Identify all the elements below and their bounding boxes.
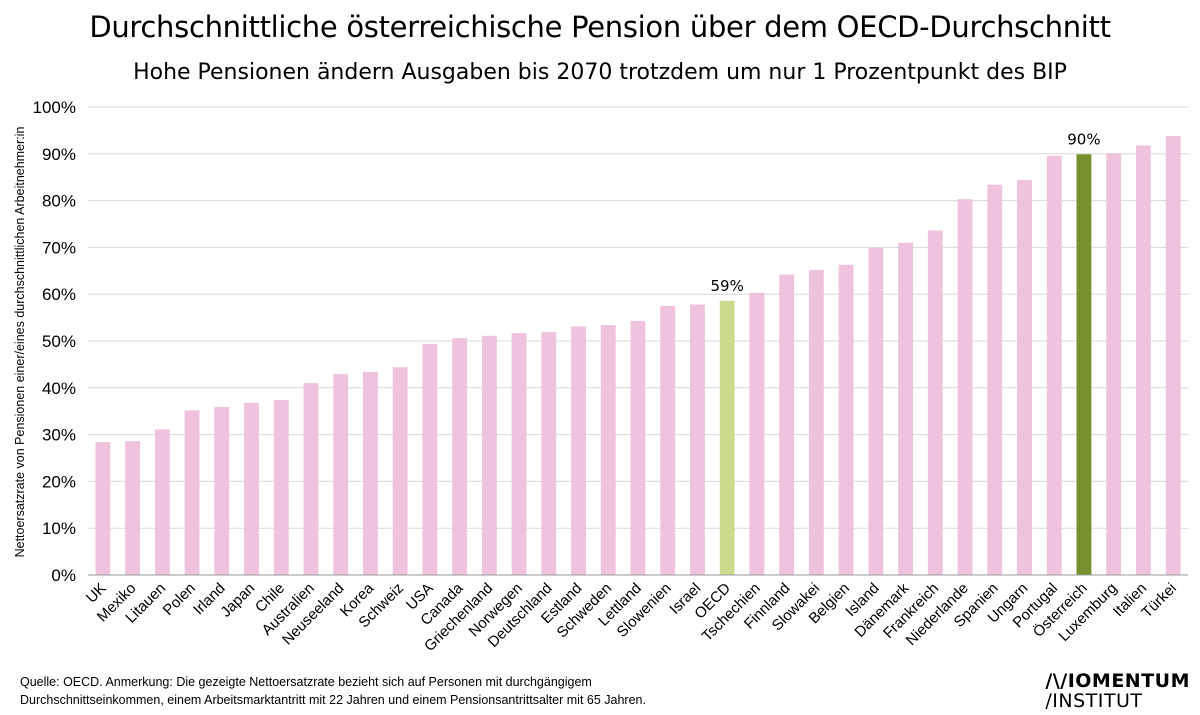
- bar-Chile: [273, 399, 289, 575]
- bar-Israel: [690, 304, 705, 575]
- bar-Ungarn: [1017, 180, 1032, 575]
- bar-Mexiko: [125, 441, 141, 575]
- bar-Schweden: [600, 325, 616, 575]
- y-tick-label: 70%: [42, 238, 76, 257]
- bar-Slowenien: [660, 305, 676, 575]
- bar-Japan: [244, 402, 259, 575]
- bar-Polen: [184, 410, 200, 575]
- x-tick-label: Türkei: [1138, 580, 1179, 621]
- bar-Slowakei: [808, 269, 824, 575]
- bar-Belgien: [838, 264, 854, 575]
- bar-Canada: [452, 338, 468, 575]
- source-note-line-1: Quelle: OECD. Anmerkung: Die gezeigte Ne…: [20, 675, 592, 689]
- bar-Türkei: [1165, 136, 1181, 576]
- source-note: Quelle: OECD. Anmerkung: Die gezeigte Ne…: [20, 673, 646, 709]
- data-label-OECD: 59%: [711, 277, 744, 295]
- bar-Österreich: [1076, 154, 1092, 575]
- y-tick-label: 50%: [42, 332, 76, 351]
- bar-Portugal: [1046, 155, 1062, 575]
- chart-title: Durchschnittliche österreichische Pensio…: [89, 10, 1111, 44]
- logo-line-2: /INSTITUT: [1045, 690, 1143, 712]
- bar-Frankreich: [927, 230, 943, 575]
- bar-Island: [868, 247, 884, 576]
- y-tick-label: 40%: [42, 379, 76, 398]
- bar-Litauen: [154, 429, 170, 575]
- bar-Neuseeland: [333, 374, 349, 575]
- bar-UK: [95, 442, 111, 575]
- bar-Finnland: [779, 274, 795, 575]
- bar-Luxemburg: [1106, 153, 1122, 575]
- bar-USA: [422, 343, 438, 575]
- y-tick-label: 30%: [42, 426, 76, 445]
- momentum-institut-logo: /\/IOMENTUM /INSTITUT: [1045, 671, 1190, 711]
- y-tick-label: 80%: [42, 192, 76, 211]
- y-tick-label: 60%: [42, 285, 76, 304]
- bar-chart: 0%10%20%30%40%50%60%70%80%90%100%UKMexik…: [33, 98, 1188, 655]
- bar-Lettland: [630, 320, 646, 575]
- logo-line-1: /\/IOMENTUM: [1045, 670, 1190, 692]
- y-tick-label: 20%: [42, 472, 76, 491]
- y-tick-label: 90%: [42, 145, 76, 164]
- x-tick-label: Japan: [217, 580, 258, 621]
- y-tick-label: 10%: [42, 519, 76, 538]
- chart-subtitle: Hohe Pensionen ändern Ausgaben bis 2070 …: [133, 60, 1067, 85]
- bar-Italien: [1135, 145, 1151, 575]
- bar-Tschechien: [749, 292, 765, 575]
- bar-Australien: [303, 383, 319, 575]
- bar-Norwegen: [511, 333, 527, 575]
- y-tick-label: 100%: [33, 98, 76, 117]
- bar-Niederlande: [957, 199, 973, 576]
- bar-Schweiz: [392, 367, 408, 575]
- bar-Korea: [363, 371, 378, 575]
- data-label-Österreich: 90%: [1067, 130, 1100, 148]
- bar-Spanien: [987, 184, 1003, 576]
- bar-OECD: [719, 300, 735, 575]
- source-note-line-2: Durchschnittseinkommen, einem Arbeitsmar…: [20, 693, 646, 707]
- bar-Irland: [214, 406, 230, 575]
- bar-Deutschland: [541, 332, 557, 575]
- bar-Griechenland: [481, 335, 497, 575]
- bar-Estland: [571, 326, 586, 575]
- x-tick-label: Polen: [160, 580, 199, 619]
- bar-Dänemark: [898, 242, 913, 575]
- y-tick-label: 0%: [51, 566, 76, 585]
